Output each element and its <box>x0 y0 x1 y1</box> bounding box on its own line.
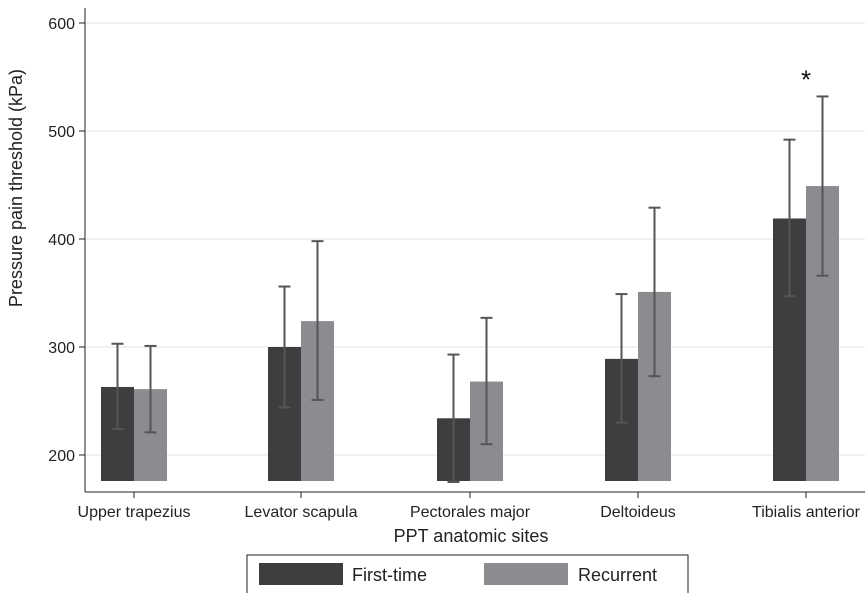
x-tick-label-2: Pectorales major <box>410 504 531 521</box>
annotations: * <box>801 64 811 94</box>
legend-label-first-time: First-time <box>352 565 427 585</box>
bars <box>101 186 839 482</box>
y-tick-label-400: 400 <box>48 232 75 249</box>
error-bars <box>111 95 829 483</box>
x-tick-label-3: Deltoideus <box>600 504 676 521</box>
axes: 200 300 400 500 600 Upper trapezius Levator sc… <box>48 8 865 521</box>
y-tick-label-500: 500 <box>48 124 75 141</box>
gridlines <box>85 22 865 456</box>
x-tick-label-0: Upper trapezius <box>78 504 191 521</box>
x-axis-label: PPT anatomic sites <box>394 526 549 546</box>
y-tick-label-300: 300 <box>48 340 75 357</box>
y-tick-label-200: 200 <box>48 448 75 465</box>
x-tick-label-1: Levator scapula <box>245 504 358 521</box>
legend: First-time Recurrent <box>246 554 689 593</box>
significance-marker-0: * <box>801 64 811 94</box>
legend-swatch-first-time <box>259 563 343 585</box>
y-axis-label: Pressure pain threshold (kPa) <box>6 69 26 307</box>
y-tick-label-600: 600 <box>48 16 75 33</box>
legend-label-recurrent: Recurrent <box>578 565 657 585</box>
legend-swatch-recurrent <box>484 563 568 585</box>
x-tick-label-4: Tibialis anterior <box>752 504 861 521</box>
